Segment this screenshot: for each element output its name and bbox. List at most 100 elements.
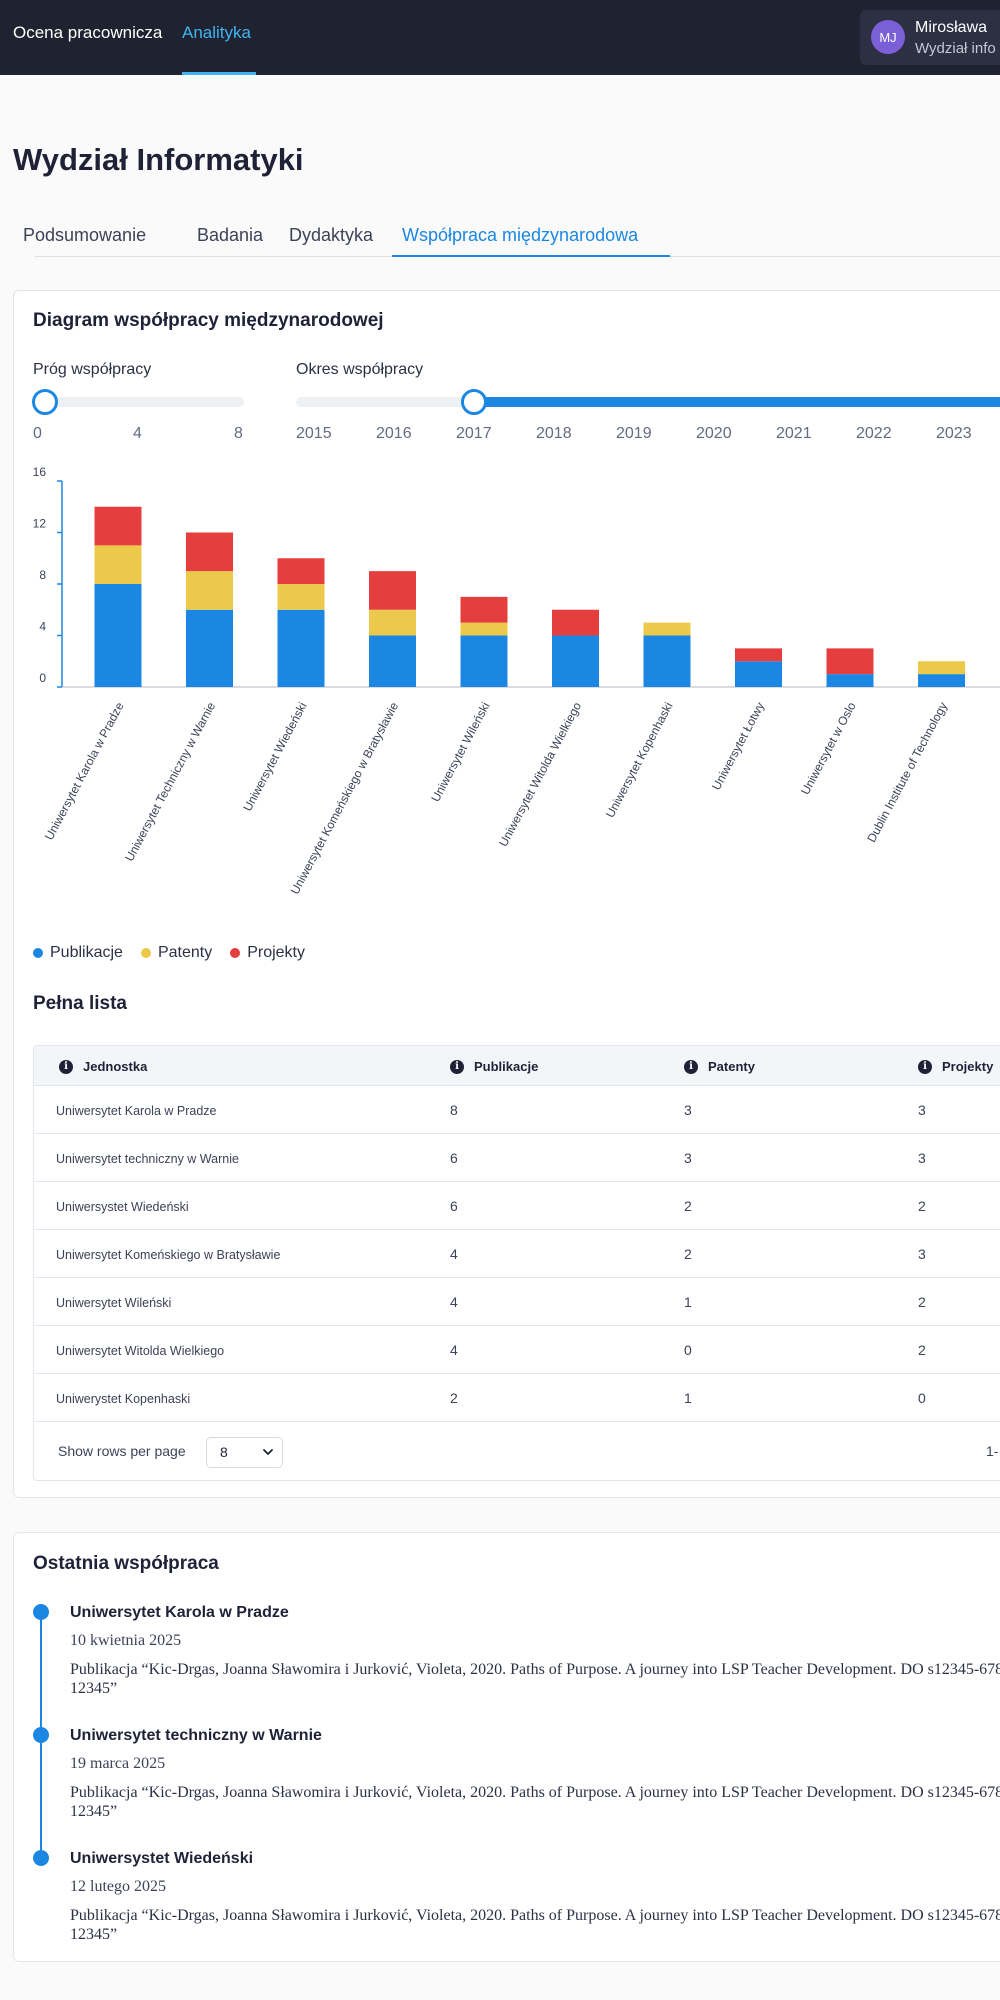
- tab-wspolpraca[interactable]: Współpraca międzynarodowa: [402, 225, 639, 245]
- period-tick: 2022: [856, 425, 892, 442]
- table-row[interactable]: Uniwersytet techniczny w Warnie 6 3 3: [34, 1134, 1000, 1182]
- nav-tab-analityka[interactable]: Analityka: [182, 23, 251, 42]
- legend-item-publikacje[interactable]: Publikacje: [33, 944, 123, 962]
- timeline-item-description: Publikacja “Kic-Drgas, Joanna Sławomira …: [70, 1661, 1000, 1697]
- timeline-dot: [33, 1850, 49, 1866]
- chart-legend: Publikacje Patenty Projekty: [33, 944, 305, 962]
- table-cell: 4: [450, 1342, 458, 1358]
- table-cell: Uniwersytet Komeńskiego w Bratysławie: [56, 1248, 281, 1262]
- chevron-down-icon: [263, 1449, 273, 1455]
- table-cell: 1: [684, 1390, 692, 1406]
- threshold-slider-track[interactable]: [33, 397, 244, 407]
- table-cell: Uniwersystet Wiedeński: [56, 1200, 189, 1214]
- table-cell: 3: [918, 1150, 926, 1166]
- timeline-dot: [33, 1727, 49, 1743]
- table-cell: 4: [450, 1246, 458, 1262]
- column-header-label: Projekty: [942, 1059, 994, 1074]
- x-category-label: Uniwersytet Wiedeński: [240, 700, 309, 814]
- column-header-patenty[interactable]: i Patenty: [684, 1059, 755, 1074]
- table-cell: 3: [684, 1102, 692, 1118]
- table-row[interactable]: Uniwersytet Karola w Pradze 8 3 3: [34, 1086, 1000, 1134]
- threshold-tick: 8: [234, 425, 243, 442]
- table-cell: 4: [450, 1294, 458, 1310]
- bar-segment-publikacje: [826, 674, 874, 687]
- period-tick: 2021: [776, 425, 812, 442]
- recent-collaboration-card: [13, 1532, 1000, 1962]
- timeline-item-name[interactable]: Uniwersystet Wiedeński: [70, 1850, 254, 1867]
- user-menu[interactable]: MJ Mirosława Wydział info: [860, 10, 1000, 65]
- legend-item-patenty[interactable]: Patenty: [140, 944, 213, 962]
- bar-segment-projekty: [369, 571, 416, 610]
- rows-per-page-select[interactable]: 8: [206, 1437, 283, 1468]
- legend-label: Patenty: [157, 944, 213, 961]
- period-tick: 2023: [936, 425, 972, 442]
- info-icon[interactable]: i: [918, 1059, 932, 1074]
- table-cell: Uniwersytet Witolda Wielkiego: [56, 1344, 225, 1358]
- bar-segment-patenty: [643, 622, 691, 636]
- bar-segment-patenty: [918, 661, 965, 675]
- timeline-item-description: Publikacja “Kic-Drgas, Joanna Sławomira …: [70, 1907, 1000, 1943]
- rows-per-page-label: Show rows per page: [58, 1443, 186, 1459]
- bar-segment-publikacje: [643, 635, 691, 687]
- column-header-projekty[interactable]: i Projekty: [918, 1059, 993, 1074]
- info-icon[interactable]: i: [684, 1059, 698, 1074]
- table-row[interactable]: Uniwersytet Komeńskiego w Bratysławie 4 2 3: [34, 1230, 1000, 1278]
- bar-segment-projekty: [735, 648, 782, 662]
- period-slider-thumb[interactable]: [461, 389, 487, 415]
- avatar: MJ: [871, 20, 905, 54]
- tab-badania[interactable]: Badania: [197, 225, 264, 245]
- table-cell: 3: [684, 1150, 692, 1166]
- period-tick: 2015: [296, 425, 332, 442]
- timeline-item-name[interactable]: Uniwersytet techniczny w Warnie: [70, 1727, 322, 1744]
- table-header: i Jednostka i Publikacje i Patenty i Pro…: [34, 1046, 1000, 1086]
- table-cell: 2: [918, 1198, 926, 1214]
- threshold-slider-thumb[interactable]: [32, 389, 58, 415]
- table-cell: 0: [684, 1342, 692, 1358]
- x-category-label: Dublin Institute of Technology: [864, 700, 950, 845]
- period-slider-fill: [474, 397, 1000, 407]
- table-row[interactable]: Uniwersytet Wileński 4 1 2: [34, 1278, 1000, 1326]
- rows-per-page-value: 8: [220, 1444, 228, 1460]
- active-tab-indicator: [392, 255, 670, 257]
- period-tick: 2020: [696, 425, 732, 442]
- bar-segment-projekty: [552, 609, 599, 636]
- bar-segment-publikacje: [186, 609, 233, 687]
- tab-podsumowanie[interactable]: Podsumowanie: [23, 225, 147, 245]
- table-row[interactable]: Uniwersystet Wiedeński 6 2 2: [34, 1182, 1000, 1230]
- x-category-label: Uniwersytet Komeńskiego w Bratysławie: [288, 700, 402, 897]
- table-cell: 2: [684, 1246, 692, 1262]
- table-row[interactable]: Uniwersytet Witolda Wielkiego 4 0 2: [34, 1326, 1000, 1374]
- timeline-item-date: 10 kwietnia 2025: [70, 1632, 182, 1649]
- column-header-jednostka[interactable]: i Jednostka: [59, 1059, 147, 1074]
- diagram-title: Diagram współpracy międzynarodowej: [33, 310, 384, 331]
- timeline-item-date: 19 marca 2025: [70, 1755, 166, 1772]
- table-cell: 0: [918, 1390, 926, 1406]
- y-tick-label: 16: [33, 465, 47, 479]
- threshold-tick: 4: [133, 425, 142, 442]
- timeline-item-name[interactable]: Uniwersytet Karola w Pradze: [70, 1604, 289, 1621]
- legend-item-projekty[interactable]: Projekty: [230, 944, 305, 962]
- bar-segment-patenty: [186, 571, 233, 610]
- bar-segment-publikacje: [277, 609, 325, 687]
- info-icon[interactable]: i: [59, 1059, 73, 1074]
- bar-segment-publikacje: [918, 674, 965, 687]
- legend-dot: [140, 948, 151, 958]
- user-name: Mirosława: [915, 19, 988, 36]
- app-brand[interactable]: Ocena pracownicza: [13, 23, 163, 42]
- table-cell: 8: [450, 1102, 458, 1118]
- column-header-label: Jednostka: [83, 1059, 148, 1074]
- period-tick: 2016: [376, 425, 412, 442]
- table-cell: 6: [450, 1150, 458, 1166]
- x-category-label: Uniwersytet w Oslo: [798, 700, 859, 798]
- column-header-publikacje[interactable]: i Publikacje: [450, 1059, 538, 1074]
- bar-segment-projekty: [826, 648, 874, 675]
- info-icon[interactable]: i: [450, 1059, 464, 1074]
- bar-segment-publikacje: [552, 635, 599, 687]
- table-row[interactable]: Uniwerystet Kopenhaski 2 1 0: [34, 1374, 1000, 1422]
- nav-tab-underline: [182, 72, 256, 75]
- x-category-label: Uniwersytet Techniczny w Warnie: [122, 700, 218, 864]
- period-label: Okres współpracy: [296, 361, 424, 378]
- table-cell: 1: [684, 1294, 692, 1310]
- tab-dydaktyka[interactable]: Dydaktyka: [289, 225, 374, 245]
- threshold-tick: 0: [33, 425, 42, 442]
